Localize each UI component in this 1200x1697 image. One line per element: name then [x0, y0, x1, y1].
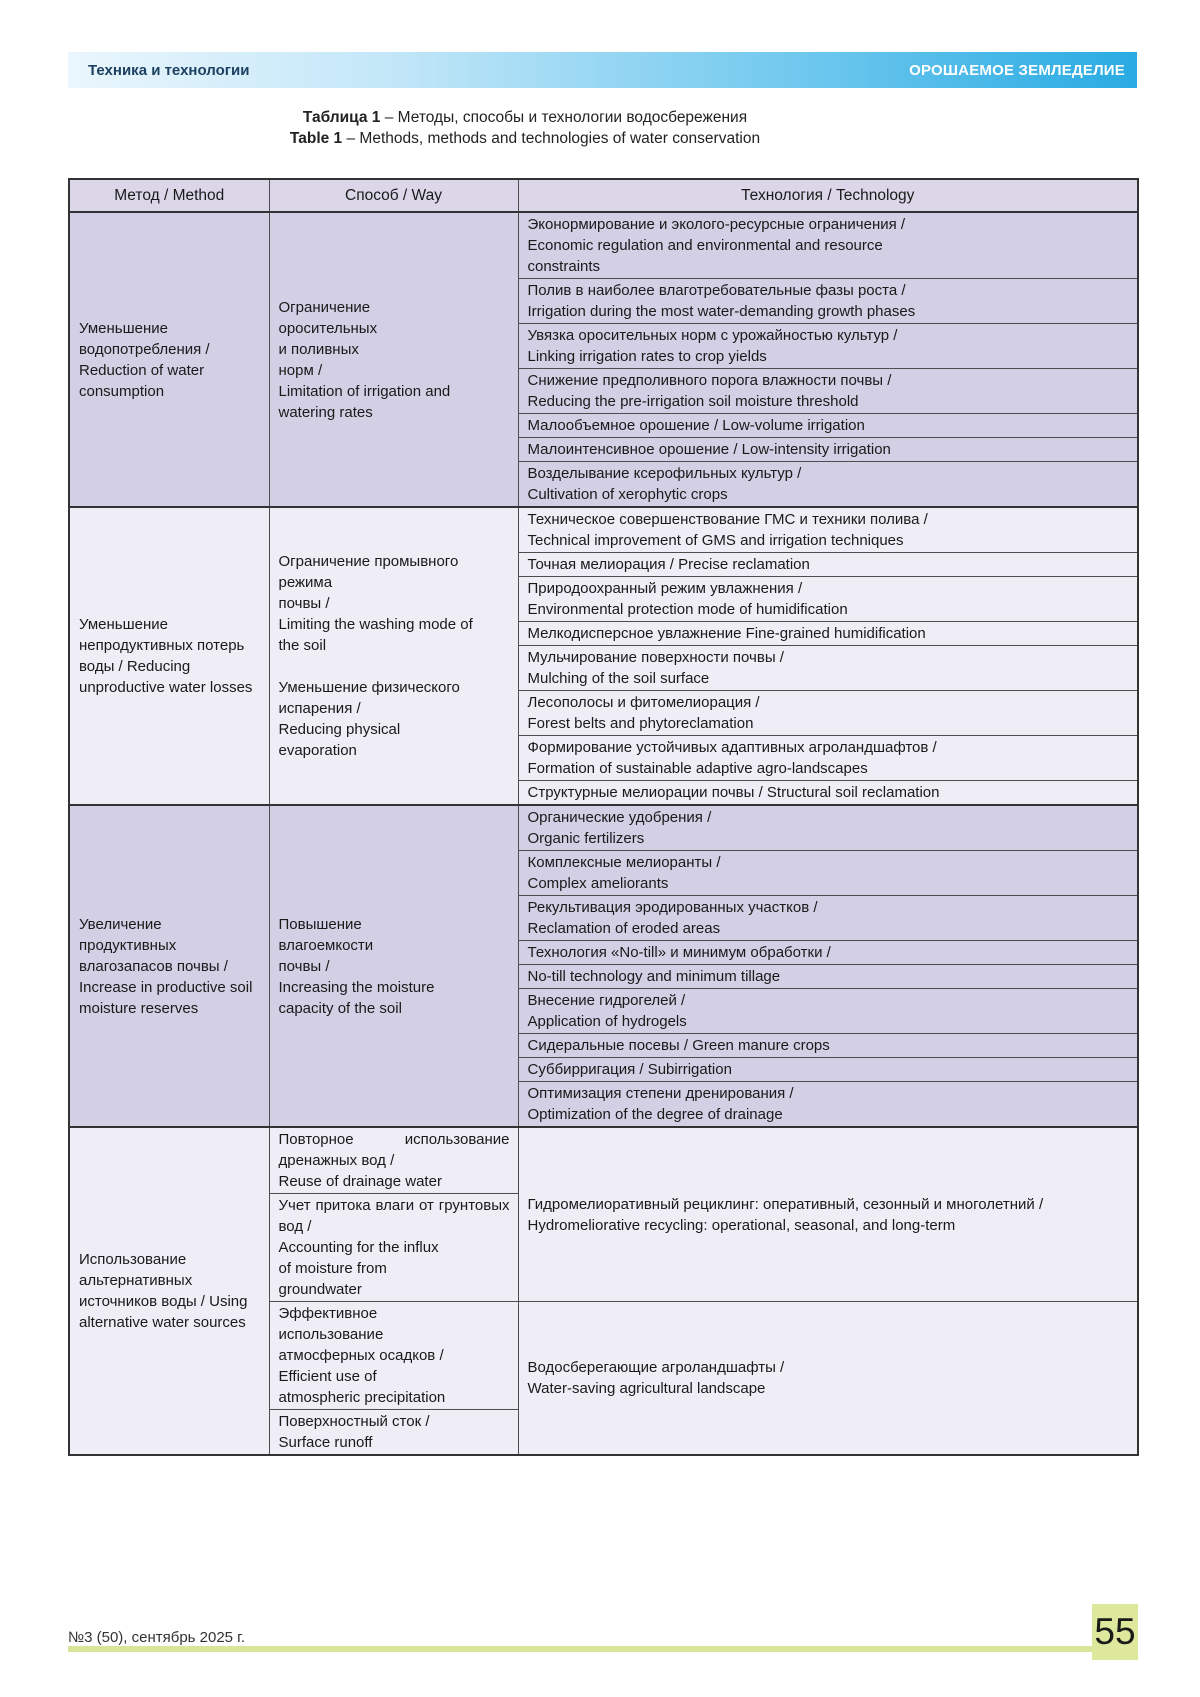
section-label: Техника и технологии	[88, 61, 250, 79]
table-caption-en-label: Table 1	[289, 130, 343, 147]
way-cell: Повторное использование дренажных вод / …	[268, 1126, 519, 1194]
technology-cell: Возделывание ксерофильных культур / Cult…	[517, 461, 1139, 508]
table-row: Точная мелиорация / Precise reclamation	[69, 552, 1139, 577]
table-caption-ru-text: – Методы, способы и технологии водосбере…	[380, 109, 748, 126]
technology-cell: Лесополосы и фитомелиорация / Forest bel…	[517, 690, 1139, 736]
technology-cell: Техническое совершенствование ГМС и техн…	[517, 506, 1139, 553]
table-row: Внесение гидрогелей / Application of hyd…	[69, 988, 1139, 1034]
table-row: Лесополосы и фитомелиорация / Forest bel…	[69, 690, 1139, 736]
column-header-technology: Технология / Technology	[517, 178, 1139, 213]
technology-cell: Суббирригация / Subirrigation	[517, 1057, 1139, 1082]
way-cell: Эффективное использование атмосферных ос…	[268, 1301, 519, 1410]
page-number: 55	[1092, 1604, 1138, 1660]
table-row: Учет притока влаги от грунтовых вод / Ac…	[69, 1193, 1138, 1302]
table-row: Сидеральные посевы / Green manure crops	[69, 1033, 1139, 1058]
way-cell: Поверхностный сток / Surface runoff	[268, 1409, 519, 1456]
table-row: Увеличение продуктивных влагозапасов поч…	[68, 804, 1139, 1128]
table-row: Снижение предполивного порога влажности …	[69, 368, 1139, 414]
table-caption: Таблица 1 – Методы, способы и технологии…	[68, 107, 1137, 149]
technology-cell: Оптимизация степени дренирования / Optim…	[517, 1081, 1139, 1128]
table-row: Поверхностный сток / Surface runoff	[69, 1409, 1138, 1456]
table-row: Увязка оросительных норм с урожайностью …	[69, 323, 1139, 369]
way-cell: Учет притока влаги от грунтовых вод / Ac…	[268, 1193, 519, 1302]
technology-cell: Структурные мелиорации почвы / Structura…	[517, 780, 1139, 806]
way-item: Ограничение промывного режима почвы / Li…	[278, 553, 473, 654]
technology-cell: Эконормирование и эколого-ресурсные огра…	[517, 211, 1139, 279]
method-cell: Увеличение продуктивных влагозапасов поч…	[68, 804, 270, 1128]
technology-cell: Комплексные мелиоранты / Complex amelior…	[517, 850, 1139, 896]
technology-cell: Технология «No-till» и минимум обработки…	[517, 940, 1139, 965]
table-row: Рекультивация эродированных участков / R…	[69, 895, 1139, 941]
way-cell: Ограничение оросительных и поливных норм…	[268, 211, 519, 508]
technology-cell: Малообъемное орошение / Low-volume irrig…	[517, 413, 1139, 438]
way-item: Уменьшение физического испарения / Reduc…	[278, 679, 460, 759]
table-caption-en: Table 1 – Methods, methods and technolog…	[68, 128, 982, 149]
technology-cell: Водосберегающие агроландшафты / Water-sa…	[517, 1301, 1139, 1456]
table-row: Оптимизация степени дренирования / Optim…	[69, 1081, 1139, 1128]
table-row: No-till technology and minimum tillage	[69, 964, 1139, 989]
table-row: Использование альтернативных источников …	[68, 1126, 1139, 1456]
table-caption-ru-label: Таблица 1	[302, 109, 381, 126]
table-caption-en-text: – Methods, methods and technologies of w…	[342, 130, 761, 147]
technology-cell: Точная мелиорация / Precise reclamation	[517, 552, 1139, 577]
technology-cell: Рекультивация эродированных участков / R…	[517, 895, 1139, 941]
technology-cell: Сидеральные посевы / Green manure crops	[517, 1033, 1139, 1058]
table-header-row: Метод / Method Способ / Way Технология /…	[68, 178, 1139, 213]
technology-cell: Органические удобрения / Organic fertili…	[517, 804, 1139, 851]
technology-cell: Мульчирование поверхности почвы / Mulchi…	[517, 645, 1139, 691]
technology-cell: Мелкодисперсное увлажнение Fine-grained …	[517, 621, 1139, 646]
table-row: Уменьшение непродуктивных потерь воды / …	[68, 506, 1139, 806]
column-header-way: Способ / Way	[268, 178, 519, 213]
table-row: Возделывание ксерофильных культур / Cult…	[69, 461, 1139, 508]
table-row: Суббирригация / Subirrigation	[69, 1057, 1139, 1082]
method-cell: Уменьшение водопотребления / Reduction o…	[68, 211, 270, 508]
technology-cell: No-till technology and minimum tillage	[517, 964, 1139, 989]
table-row: Полив в наиболее влаготребовательные фаз…	[69, 278, 1139, 324]
table-row: Мелкодисперсное увлажнение Fine-grained …	[69, 621, 1139, 646]
table-row: Природоохранный режим увлажнения / Envir…	[69, 576, 1139, 622]
footer-issue-label: №3 (50), сентябрь 2025 г.	[68, 1629, 245, 1646]
way-cell: Ограничение промывного режима почвы / Li…	[268, 506, 519, 806]
journal-title: ОРОШАЕМОЕ ЗЕМЛЕДЕЛИЕ	[909, 61, 1125, 79]
technology-cell: Снижение предполивного порога влажности …	[517, 368, 1139, 414]
footer-divider	[68, 1646, 1092, 1652]
table-row: Эффективное использование атмосферных ос…	[69, 1301, 1139, 1456]
table-row: Технология «No-till» и минимум обработки…	[69, 940, 1139, 965]
technology-cell: Полив в наиболее влаготребовательные фаз…	[517, 278, 1139, 324]
table-row: Мульчирование поверхности почвы / Mulchi…	[69, 645, 1139, 691]
way-cell: Повышение влагоемкости почвы / Increasin…	[268, 804, 519, 1128]
technology-cell: Природоохранный режим увлажнения / Envir…	[517, 576, 1139, 622]
technology-cell: Увязка оросительных норм с урожайностью …	[517, 323, 1139, 369]
column-header-method: Метод / Method	[68, 178, 270, 213]
table-caption-ru: Таблица 1 – Методы, способы и технологии…	[68, 107, 982, 128]
water-conservation-table: Метод / Method Способ / Way Технология /…	[68, 178, 1139, 1456]
table-row: Малоинтенсивное орошение / Low-intensity…	[69, 437, 1139, 462]
technology-cell: Гидромелиоративный рециклинг: оперативны…	[517, 1126, 1139, 1302]
method-cell: Использование альтернативных источников …	[68, 1126, 270, 1456]
table-row: Структурные мелиорации почвы / Structura…	[69, 780, 1139, 806]
table-row: Уменьшение водопотребления / Reduction o…	[68, 211, 1139, 508]
technology-cell: Формирование устойчивых адаптивных агрол…	[517, 735, 1139, 781]
technology-cell: Малоинтенсивное орошение / Low-intensity…	[517, 437, 1139, 462]
table-row: Формирование устойчивых адаптивных агрол…	[69, 735, 1139, 781]
method-cell: Уменьшение непродуктивных потерь воды / …	[68, 506, 270, 806]
technology-cell: Внесение гидрогелей / Application of hyd…	[517, 988, 1139, 1034]
journal-header-bar: Техника и технологии ОРОШАЕМОЕ ЗЕМЛЕДЕЛИ…	[68, 52, 1137, 88]
